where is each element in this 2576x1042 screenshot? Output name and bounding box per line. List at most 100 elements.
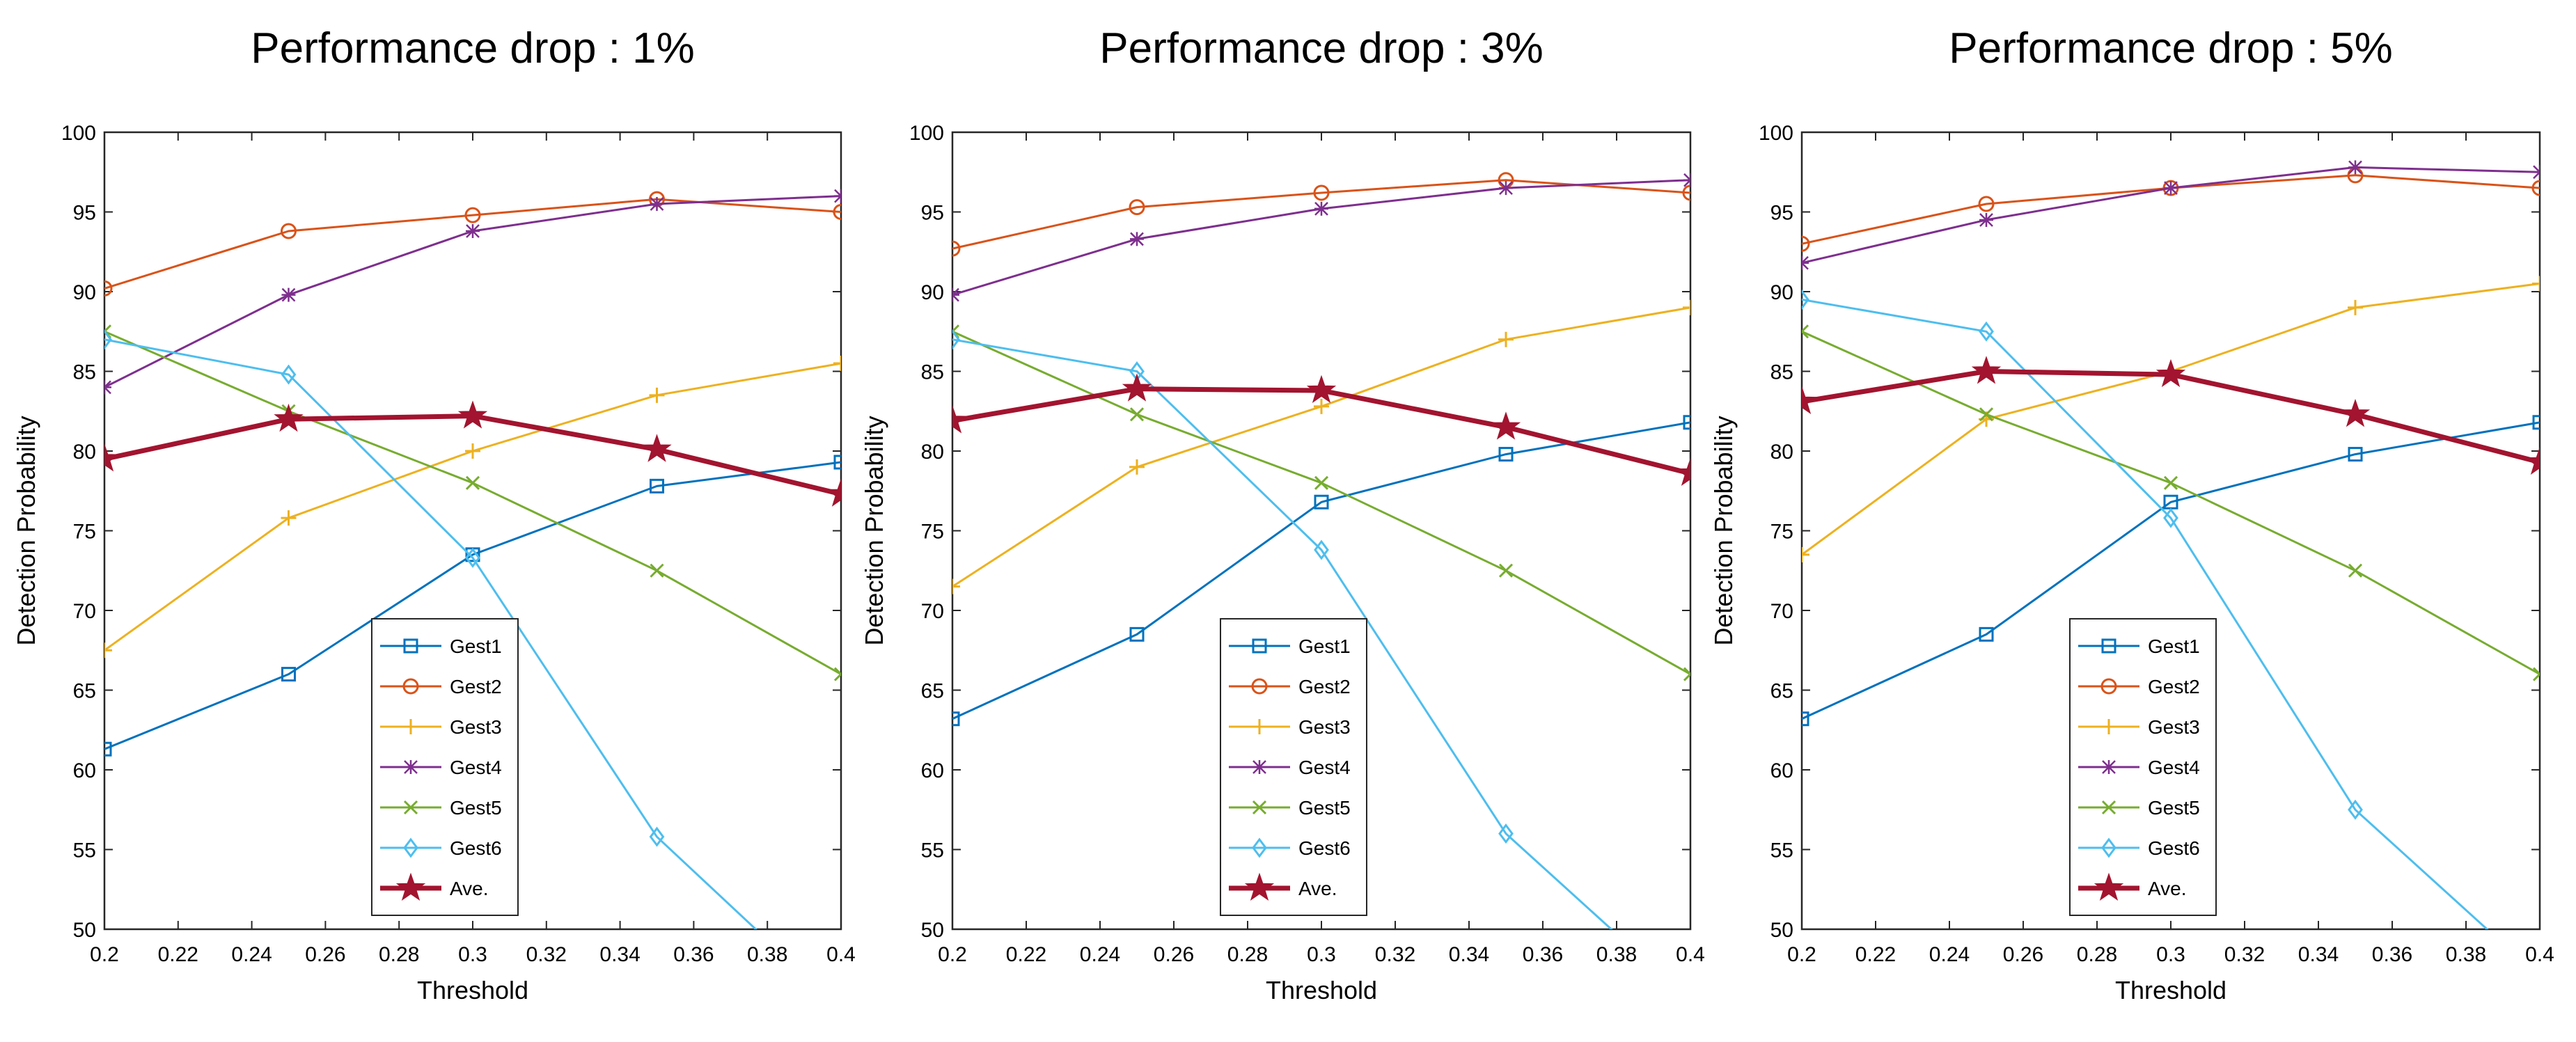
panel-3-legend-marker xyxy=(2101,638,2116,654)
panel-1-series-gest2-point xyxy=(833,204,841,220)
panel-3-series-gest6 xyxy=(1802,289,2489,929)
panel-1-xtick-label: 0.32 xyxy=(526,943,567,966)
panel-3-xtick-label: 0.28 xyxy=(2077,943,2117,966)
panel-3-series-gest1 xyxy=(1802,415,2540,727)
panel-2-series-gest4-point xyxy=(1683,173,1690,187)
panel-2-ytick-label: 90 xyxy=(921,281,944,304)
panel-2-series-gest1-point xyxy=(1129,626,1145,642)
panel-3-xtick-label: 0.3 xyxy=(2156,943,2185,966)
panel-3-series-ave-point xyxy=(1802,386,1817,415)
panel-3-ytick-label: 65 xyxy=(1770,680,1793,703)
panel-3-series-gest5 xyxy=(1802,324,2540,681)
panel-1-series-gest1-point xyxy=(104,741,112,757)
panel-3-ytick-label: 80 xyxy=(1770,441,1793,464)
panel-2-series-gest3-point xyxy=(1683,299,1690,315)
panel-2-xtick-label: 0.3 xyxy=(1307,943,1336,966)
panel-1-legend-marker xyxy=(403,837,418,858)
panel-3-ytick-label: 75 xyxy=(1770,521,1793,544)
panel-3-series-gest5-point xyxy=(1802,324,1809,339)
panel-1-series-gest2-point xyxy=(104,280,113,297)
panel-2-series-ave-point xyxy=(1306,374,1337,404)
panel-1-ytick-label: 70 xyxy=(73,600,96,623)
panel-3-legend-entry: Ave. xyxy=(2078,872,2187,901)
panel-1-legend-label: Gest1 xyxy=(450,636,502,657)
panel-1-legend-label: Ave. xyxy=(450,878,489,899)
panel-2-xtick-label: 0.34 xyxy=(1449,943,1489,966)
panel-1-ytick-label: 65 xyxy=(73,680,96,703)
panel-1-series-gest6-point xyxy=(104,329,112,350)
panel-1-series-gest2 xyxy=(104,191,841,297)
panel-3-ytick-label: 100 xyxy=(1759,122,1793,145)
panel-1-series-gest6 xyxy=(104,329,757,929)
panel-2-xtick-label: 0.36 xyxy=(1523,943,1563,966)
panel-1-series-gest1-point xyxy=(281,667,296,682)
panel-2-series-gest6-point xyxy=(952,329,960,350)
panel-1-ytick-label: 100 xyxy=(61,122,96,145)
panel-2: Performance drop : 3% 0.2 0.22 0.24 0.26 0.28… xyxy=(860,24,1705,1004)
panel-1-series-ave xyxy=(104,400,841,507)
panel-3-legend-marker xyxy=(2101,719,2116,734)
panel-2-legend: Gest1 Gest2 Gest3 Gest4 Gest5 Gest6 Ave. xyxy=(1220,618,1367,916)
panel-2-legend-marker xyxy=(1252,837,1267,858)
panel-3-series-gest5-point xyxy=(2348,563,2363,578)
panel-3-series-gest2-point xyxy=(1802,235,1810,252)
panel-1-legend-label: Gest6 xyxy=(450,837,502,859)
panel-1-ytick-label: 50 xyxy=(73,919,96,942)
panel-1-xtick-label: 0.2 xyxy=(90,943,119,966)
panel-3-ytick-label: 70 xyxy=(1770,600,1793,623)
panel-1-ytick-label: 80 xyxy=(73,441,96,464)
panel-3-series-gest3-point xyxy=(1802,546,1809,562)
panel-2-series-gest2-point xyxy=(1313,184,1330,201)
panel-3-ytick-label: 90 xyxy=(1770,281,1793,304)
panel-1-ytick-label: 60 xyxy=(73,759,96,782)
panel-2-legend-entry: Gest3 xyxy=(1229,716,1351,738)
panel-3-ytick-label: 95 xyxy=(1770,202,1793,225)
panel-1-legend-entry: Gest5 xyxy=(380,797,502,819)
panel-3-legend-label: Gest3 xyxy=(2148,716,2200,738)
panel-3-legend-entry: Gest4 xyxy=(2078,757,2200,778)
panel-3-xtick-label: 0.24 xyxy=(1929,943,1970,966)
panel-3-xtick-label: 0.34 xyxy=(2298,943,2339,966)
panel-2-series-gest6-point xyxy=(1314,539,1329,560)
panel-3-legend-label: Ave. xyxy=(2148,878,2187,899)
panel-1-series-ave-point xyxy=(457,400,488,429)
panel-3-xtick-label: 0.32 xyxy=(2224,943,2265,966)
panel-2-legend-label: Gest3 xyxy=(1298,716,1351,738)
panel-3-series-gest3-point xyxy=(2532,276,2540,292)
panel-1-legend-label: Gest4 xyxy=(450,757,502,778)
panel-2-series-gest1-point xyxy=(1498,447,1514,462)
panel-2-ytick-label: 80 xyxy=(921,441,944,464)
panel-1-legend-label: Gest5 xyxy=(450,797,502,819)
panel-3-legend-entry: Gest5 xyxy=(2078,797,2200,819)
panel-3-series-gest1-point xyxy=(1979,626,1994,642)
panel-1-series-gest6-point xyxy=(465,547,480,568)
panel-1-legend-label: Gest2 xyxy=(450,676,502,697)
panel-2-series-gest1-point xyxy=(1683,415,1690,430)
panel-1-series-gest4-point xyxy=(104,380,111,395)
panel-2-ytick-label: 70 xyxy=(921,600,944,623)
panel-3-legend-marker xyxy=(2094,872,2124,901)
panel-2-series-gest1-point xyxy=(952,711,960,727)
panel-3-xtick-label: 0.2 xyxy=(1787,943,1816,966)
panel-2-xtick-label: 0.24 xyxy=(1080,943,1120,966)
panel-1-series-gest4 xyxy=(104,189,841,395)
panel-2-ylabel: Detection Probability xyxy=(860,416,888,645)
panel-2-legend-entry: Gest1 xyxy=(1229,636,1351,657)
panel-2-legend-entry: Gest6 xyxy=(1229,837,1351,859)
panel-2-legend-marker xyxy=(1252,719,1267,734)
panel-2-legend-label: Gest1 xyxy=(1298,636,1351,657)
panel-3-series-gest4-point xyxy=(2164,181,2178,196)
panel-1-series-ave-point xyxy=(826,478,841,507)
panel-3-series-gest4 xyxy=(1802,160,2540,270)
panel-3-legend-entry: Gest1 xyxy=(2078,636,2200,657)
panel-1-ytick-label: 75 xyxy=(73,521,96,544)
panel-1-series-gest3-point xyxy=(104,642,112,658)
panel-3-xtick-label: 0.4 xyxy=(2525,943,2554,966)
panel-1-series-ave-point xyxy=(642,434,672,462)
panel-2-series-gest1-point xyxy=(1314,494,1329,510)
panel-1-legend-entry: Gest1 xyxy=(380,636,502,657)
panel-2-ytick-label: 100 xyxy=(909,122,944,145)
panel-2-series-gest5-point xyxy=(1314,475,1329,490)
panel-2-series-gest5-point xyxy=(1683,667,1690,681)
panel-2-xtick-label: 0.26 xyxy=(1154,943,1194,966)
